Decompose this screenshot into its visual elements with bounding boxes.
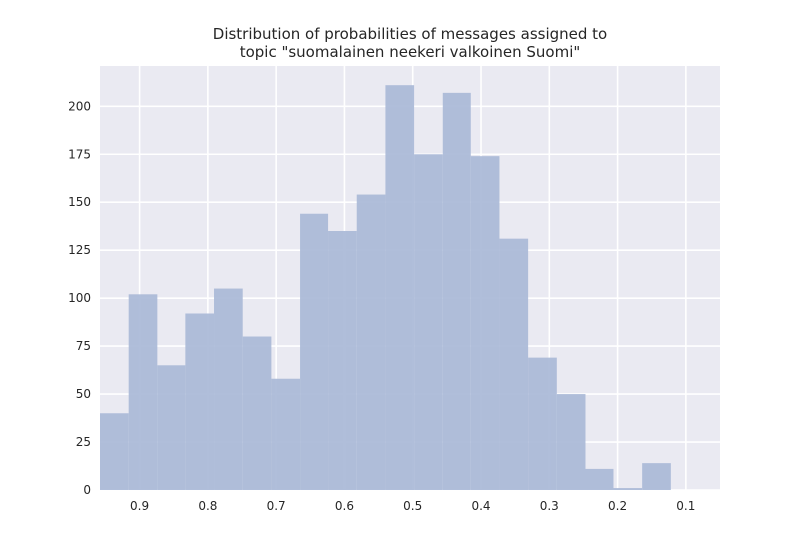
- y-tick-label: 25: [76, 435, 91, 449]
- x-tick-label: 0.4: [471, 499, 490, 513]
- histogram-bar: [185, 313, 215, 490]
- y-tick-label: 50: [76, 387, 91, 401]
- histogram-bar: [271, 378, 301, 490]
- histogram-bar: [300, 213, 329, 490]
- y-tick-label: 125: [68, 243, 91, 257]
- y-tick-label: 75: [76, 339, 91, 353]
- histogram-bar: [385, 85, 415, 491]
- y-tick-label: 100: [68, 291, 91, 305]
- y-tick-label: 175: [68, 147, 91, 161]
- x-tick-label: 0.9: [130, 499, 149, 513]
- x-tick-label: 0.2: [608, 499, 627, 513]
- histogram-bar: [128, 294, 158, 490]
- histogram-bar: [499, 238, 529, 490]
- x-tick-label: 0.5: [403, 499, 422, 513]
- y-tick-label: 0: [83, 483, 91, 497]
- x-tick-label: 0.3: [540, 499, 559, 513]
- x-tick-label: 0.6: [335, 499, 354, 513]
- x-tick-label: 0.8: [198, 499, 217, 513]
- y-tick-label: 150: [68, 195, 91, 209]
- histogram-bar: [100, 413, 129, 490]
- histogram-bar: [214, 288, 243, 490]
- histogram-bar: [470, 156, 500, 491]
- histogram-bar: [585, 468, 614, 490]
- y-axis-ticks: 0 25 50 75 100 125 150 175 200: [68, 99, 91, 497]
- histogram-bar: [414, 154, 443, 490]
- histogram-bar: [613, 488, 643, 490]
- y-tick-label: 200: [68, 99, 91, 113]
- histogram-bar: [556, 394, 586, 490]
- chart-title-line-1: Distribution of probabilities of message…: [212, 25, 608, 43]
- histogram-bar: [242, 336, 272, 490]
- chart-title-line-2: topic "suomalainen neekeri valkoinen Suo…: [239, 43, 581, 61]
- histogram-bar: [642, 463, 671, 490]
- histogram-bar: [356, 194, 386, 491]
- histogram-bars: [100, 85, 671, 491]
- histogram-bar: [157, 365, 186, 490]
- histogram-bar: [528, 357, 557, 490]
- x-tick-label: 0.1: [676, 499, 695, 513]
- x-tick-label: 0.7: [267, 499, 286, 513]
- x-axis-ticks: 0.9 0.8 0.7 0.6 0.5 0.4 0.3 0.2 0.1: [130, 499, 695, 513]
- histogram-bar: [328, 230, 357, 490]
- histogram-bar: [442, 92, 471, 490]
